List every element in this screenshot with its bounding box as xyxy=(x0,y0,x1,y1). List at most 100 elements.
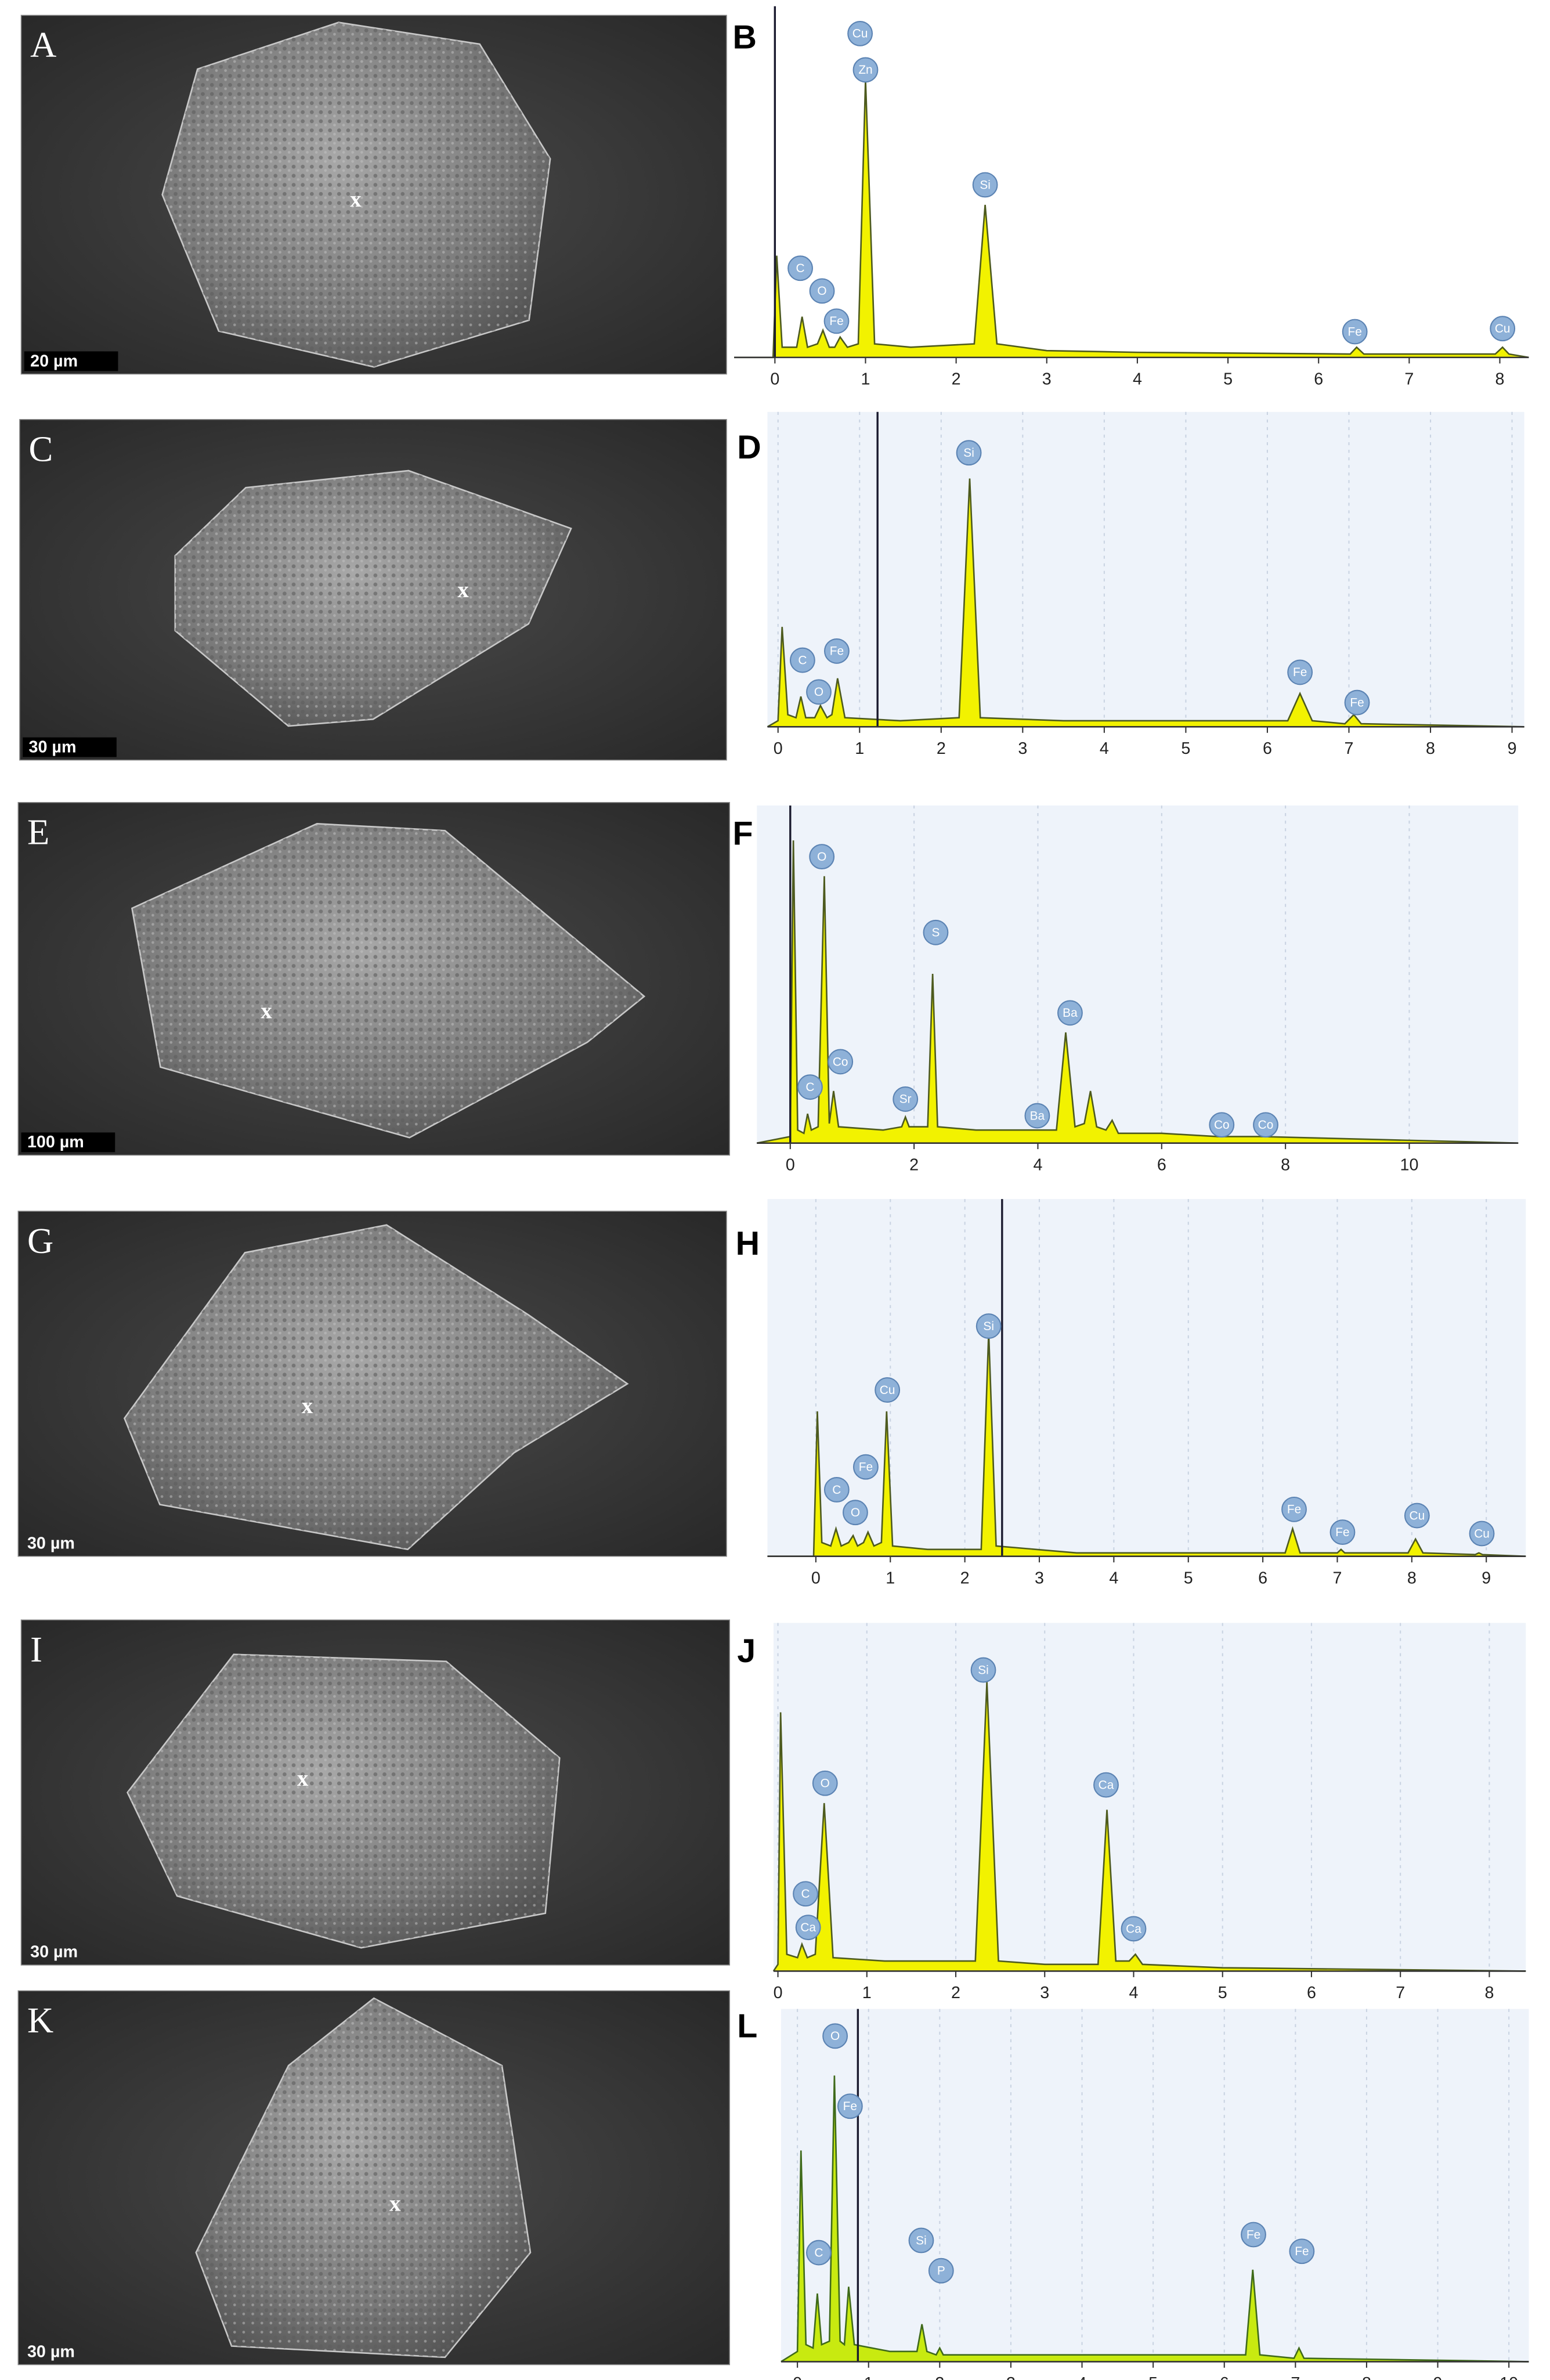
element-label: Cu xyxy=(1474,1527,1490,1540)
element-badge xyxy=(1281,1496,1307,1522)
element-badge xyxy=(975,1313,1002,1339)
panel-label: K xyxy=(27,2000,53,2040)
plot-background xyxy=(767,411,1524,727)
sem-image: A 20 µm x xyxy=(20,15,727,375)
x-tick-label: 10 xyxy=(1500,2374,1518,2380)
panel-label: J xyxy=(737,1633,756,1670)
panel-label: I xyxy=(30,1629,42,1670)
scale-bar-label: 30 µm xyxy=(27,1534,75,1552)
spectrum-chart: 0 1 2 3 4 5 6 7 8 9 Si Cu Fe CO Fe Fe Cu Cu H xyxy=(736,1199,1526,1587)
x-tick-label: 4 xyxy=(1100,739,1109,758)
element-label: Fe xyxy=(1295,2245,1309,2258)
sem-image: E 100 µm x xyxy=(17,801,731,1156)
x-tick-label: 4 xyxy=(1129,1984,1139,2002)
panel-label: H xyxy=(736,1225,760,1262)
element-badge xyxy=(1344,689,1370,716)
panel-label: L xyxy=(737,2008,757,2045)
x-tick-label: 1 xyxy=(864,2374,873,2380)
element-label: Ca xyxy=(1099,1778,1114,1792)
particle-texture xyxy=(196,1998,530,2357)
particle-texture xyxy=(132,824,645,1138)
element-label: C xyxy=(832,1483,841,1497)
spectrum-chart: 0 1 2 3 4 5 6 7 8 9 Si C O Fe Fe Fe D xyxy=(737,411,1524,758)
element-label: Zn xyxy=(858,63,872,77)
element-badge xyxy=(828,1049,854,1075)
element-label: Co xyxy=(1258,1118,1274,1132)
element-label: Fe xyxy=(1350,696,1364,709)
particle-texture xyxy=(127,1654,560,1948)
x-tick-label: 8 xyxy=(1484,1984,1494,2002)
x-tick-label: 6 xyxy=(1307,1984,1316,2002)
element-badge xyxy=(956,440,982,466)
element-badge xyxy=(795,1915,821,1941)
x-tick-label: 9 xyxy=(1508,739,1517,758)
sem-image: G 30 µm x xyxy=(17,1211,727,1557)
element-label: C xyxy=(805,1081,814,1094)
element-badge xyxy=(928,2258,954,2284)
x-tick-label: 8 xyxy=(1426,739,1435,758)
plot-background xyxy=(781,2009,1529,2362)
scale-bar-label: 20 µm xyxy=(30,352,78,370)
sem-image: C 30 µm x xyxy=(19,419,727,761)
x-tick-label: 2 xyxy=(951,1984,960,2002)
element-badge xyxy=(1329,1519,1356,1545)
element-badge xyxy=(893,1086,919,1112)
element-badge xyxy=(823,1477,850,1503)
spectrum-chart: 0 1 2 3 4 5 6 7 8 9 10 O Fe C Si P Fe Fe L xyxy=(737,2008,1529,2380)
x-tick-label: 0 xyxy=(811,1569,821,1587)
x-tick-label: 9 xyxy=(1433,2374,1443,2380)
element-badge xyxy=(970,1657,996,1683)
x-tick-label: 3 xyxy=(1040,1984,1049,2002)
particle-texture xyxy=(175,470,572,727)
x-tick-label: 8 xyxy=(1281,1155,1290,1174)
panel-label: E xyxy=(27,811,49,852)
x-tick-label: 7 xyxy=(1345,739,1354,758)
element-badge xyxy=(972,172,998,198)
x-tick-label: 2 xyxy=(960,1569,970,1587)
element-badge xyxy=(1093,1772,1119,1798)
plot-background xyxy=(773,1623,1526,1971)
element-badge xyxy=(1241,2222,1266,2248)
plot-background xyxy=(767,1199,1526,1556)
x-tick-label: 10 xyxy=(1400,1155,1419,1174)
scale-bar-box xyxy=(21,1132,115,1153)
x-tick-label: 2 xyxy=(935,2374,944,2380)
element-label: Si xyxy=(983,1320,994,1333)
panel-label: D xyxy=(737,429,761,466)
element-label: P xyxy=(937,2265,945,2278)
element-badge xyxy=(852,57,879,83)
x-tick-label: 3 xyxy=(1006,2374,1016,2380)
element-badge xyxy=(847,20,873,46)
element-badge xyxy=(787,255,813,281)
panel-label: F xyxy=(732,815,753,852)
x-tick-label: 6 xyxy=(1157,1155,1166,1174)
particle-texture xyxy=(162,22,551,367)
spectrum-chart: 0 2 4 6 8 10 O S Ba Co C Sr Ba Co Co F xyxy=(732,805,1519,1174)
analysis-point: x xyxy=(350,187,362,212)
element-badge xyxy=(822,2023,848,2049)
element-label: Fe xyxy=(829,315,843,328)
element-label: Fe xyxy=(843,2100,857,2113)
panel-label: C xyxy=(29,429,53,470)
x-tick-label: 1 xyxy=(886,1569,895,1587)
x-tick-label: 1 xyxy=(855,739,864,758)
x-tick-label: 8 xyxy=(1495,370,1505,389)
element-label: Cu xyxy=(1495,322,1511,335)
x-tick-label: 3 xyxy=(1035,1569,1044,1587)
element-label: O xyxy=(817,850,826,864)
analysis-point: x xyxy=(457,577,469,602)
x-tick-label: 0 xyxy=(774,1984,783,2002)
element-label: S xyxy=(932,926,940,940)
element-badge xyxy=(1342,319,1368,345)
element-label: O xyxy=(814,685,823,699)
scale-bar-label: 30 µm xyxy=(30,1943,78,1962)
element-label: O xyxy=(817,284,826,298)
x-tick-label: 1 xyxy=(861,370,870,389)
x-tick-label: 3 xyxy=(1042,370,1052,389)
element-badge xyxy=(923,919,949,945)
x-tick-label: 7 xyxy=(1396,1984,1405,2002)
x-tick-label: 5 xyxy=(1148,2374,1158,2380)
element-label: Si xyxy=(980,178,991,192)
element-label: Fe xyxy=(1335,1526,1349,1539)
